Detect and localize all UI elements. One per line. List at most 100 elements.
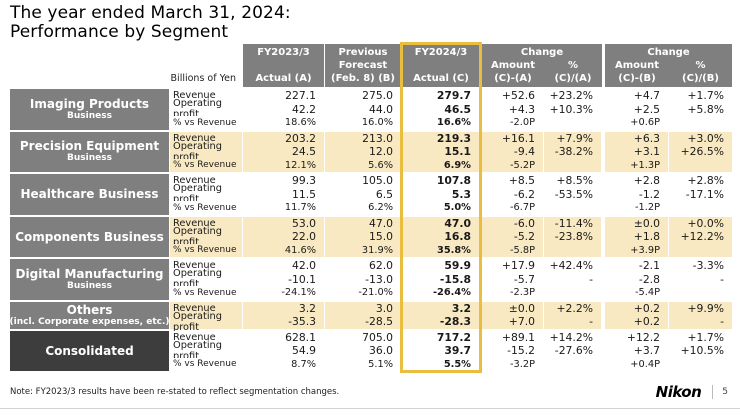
segment-group-consolidated: Consolidated Revenue 628.1 705.0 717.2 +89.1 +…: [10, 330, 732, 371]
value-previous-forecast: -13.0: [325, 272, 402, 286]
value-fy2023-actual: 227.1: [243, 89, 325, 103]
segment-rows: Revenue 99.3 105.0 107.8 +8.5 +8.5% +2.8 +2.8% O…: [170, 174, 732, 215]
value-previous-forecast: 105.0: [325, 174, 402, 188]
segment-rows: Revenue 227.1 275.0 279.7 +52.6 +23.2% +4.7 +1.…: [170, 89, 732, 130]
column-gap: [602, 315, 605, 329]
segment-group-digital-manufacturing: Digital Manufacturing Business Revenue 42.0…: [10, 259, 732, 300]
column-gap: [602, 259, 605, 273]
header-fy2024-actual: FY2024/3 Actual (C): [402, 44, 480, 87]
footer: Nikon 5: [656, 383, 728, 401]
value-fy2023-actual: 8.7%: [243, 357, 325, 371]
value-fy2023-actual: 11.7%: [243, 201, 325, 215]
change-amount-vs-b: -2.1: [605, 259, 669, 273]
metric-label: Revenue: [170, 89, 243, 103]
change-pct-vs-a: -23.8%: [544, 230, 602, 244]
table-row: % vs Revenue 8.7% 5.1% 5.5% -3.2P +0.4P: [170, 357, 732, 371]
page-title: The year ended March 31, 2024: Performan…: [10, 4, 291, 42]
change-amount-vs-b: +0.6P: [605, 116, 669, 130]
value-fy2024-actual: 3.2: [402, 301, 480, 315]
change-pct-vs-a: +10.3%: [544, 102, 602, 116]
value-fy2023-actual: 203.2: [243, 131, 325, 145]
metric-label: Operating profit: [170, 226, 243, 248]
value-previous-forecast: 44.0: [325, 102, 402, 116]
segment-name-line: Business: [67, 280, 112, 291]
metric-label: Revenue: [170, 259, 243, 273]
segment-rows: Revenue 203.2 213.0 219.3 +16.1 +7.9% +6.3 +3.0…: [170, 131, 732, 172]
change-amount-vs-a: -6.2: [482, 187, 544, 201]
value-fy2024-actual: 5.3: [402, 187, 480, 201]
table-body: Imaging Products Business Revenue 227.1 275.…: [10, 89, 732, 371]
column-gap: [602, 201, 605, 215]
change-pct-vs-b: +5.8%: [669, 102, 732, 116]
value-previous-forecast: 213.0: [325, 131, 402, 145]
value-previous-forecast: 31.9%: [325, 243, 402, 257]
value-fy2024-actual: 35.8%: [402, 243, 480, 257]
column-gap: [602, 102, 605, 116]
change-amount-vs-a: +8.5: [482, 174, 544, 188]
change-pct-vs-b: +1.7%: [669, 330, 732, 344]
segment-name-line: Precision Equipment: [19, 139, 160, 154]
change-amount-vs-b: +3.7: [605, 344, 669, 358]
metric-label: Revenue: [170, 131, 243, 145]
column-gap: [602, 330, 605, 344]
table-row: Operating profit 24.5 12.0 15.1 -9.4 -38.2% +3…: [170, 141, 732, 163]
segment-name-line: Imaging Products: [29, 96, 150, 111]
change-amount-vs-a: -15.2: [482, 344, 544, 358]
change-amount-vs-b: +0.4P: [605, 357, 669, 371]
segment-rows: Revenue 3.2 3.0 3.2 ±0.0 +2.2% +0.2 +9.9% Operat…: [170, 301, 732, 333]
metric-label: Operating profit: [170, 311, 243, 333]
segment-name-line: (incl. Corporate expenses, etc.): [9, 316, 170, 327]
change-amount-vs-a: +52.6: [482, 89, 544, 103]
change-amount-vs-a: -5.2P: [482, 158, 544, 172]
value-previous-forecast: -21.0%: [325, 286, 402, 300]
change-pct-vs-b: [669, 158, 732, 172]
change-pct-vs-a: +23.2%: [544, 89, 602, 103]
change-pct-vs-b: +1.7%: [669, 89, 732, 103]
change-amount-vs-a: -2.0P: [482, 116, 544, 130]
segment-group-precision-equipment: Precision Equipment Business Revenue 203.2 2…: [10, 131, 732, 172]
change-amount-vs-a: -6.7P: [482, 201, 544, 215]
table-row: Revenue 227.1 275.0 279.7 +52.6 +23.2% +4.7 +1.…: [170, 89, 732, 103]
metric-label: Operating profit: [170, 141, 243, 163]
value-previous-forecast: 705.0: [325, 330, 402, 344]
segment-name-line: Others: [66, 302, 113, 317]
value-fy2023-actual: 24.5: [243, 145, 325, 159]
change-amount-vs-b: -1.2P: [605, 201, 669, 215]
change-amount-vs-b: +12.2: [605, 330, 669, 344]
change-pct-vs-b: +26.5%: [669, 145, 732, 159]
value-fy2024-actual: 219.3: [402, 131, 480, 145]
footer-divider: [712, 385, 714, 399]
value-fy2023-actual: 54.9: [243, 344, 325, 358]
header-change-a-pct: %: [567, 60, 579, 71]
segment-label: Components Business: [10, 216, 170, 257]
change-pct-vs-b: -: [669, 272, 732, 286]
table-row: % vs Revenue -24.1% -21.0% -26.4% -2.3P -5.4P: [170, 286, 732, 300]
table-row: Operating profit -35.3 -28.5 -28.3 +7.0- +0.2…: [170, 311, 732, 333]
header-change-b-amount: Amount: [614, 60, 660, 71]
segment-name-line: Components Business: [15, 229, 164, 244]
value-fy2023-actual: 99.3: [243, 174, 325, 188]
value-fy2023-actual: -10.1: [243, 272, 325, 286]
metric-label: Revenue: [170, 301, 243, 315]
header-change-b-pct: %: [695, 60, 706, 71]
change-pct-vs-a: [544, 357, 602, 371]
change-pct-vs-a: [544, 158, 602, 172]
change-pct-vs-a: -11.4%: [544, 216, 602, 230]
change-amount-vs-b: +3.9P: [605, 243, 669, 257]
change-amount-vs-a: -5.2: [482, 230, 544, 244]
value-fy2024-actual: 46.5: [402, 102, 480, 116]
change-pct-vs-a: -: [544, 315, 602, 329]
table-row: % vs Revenue 11.7% 6.2% 5.0% -6.7P -1.2P: [170, 201, 732, 215]
change-pct-vs-b: +3.0%: [669, 131, 732, 145]
metric-label: % vs Revenue: [170, 357, 243, 371]
page-title-line2: Performance by Segment: [10, 22, 229, 42]
column-gap: [602, 286, 605, 300]
change-pct-vs-b: +0.0%: [669, 216, 732, 230]
nikon-logo: Nikon: [655, 383, 702, 401]
change-amount-vs-a: +89.1: [482, 330, 544, 344]
column-gap: [602, 158, 605, 172]
value-previous-forecast: 6.2%: [325, 201, 402, 215]
header-change-a-amount: Amount: [490, 60, 536, 71]
column-gap: [602, 243, 605, 257]
value-previous-forecast: 5.6%: [325, 158, 402, 172]
